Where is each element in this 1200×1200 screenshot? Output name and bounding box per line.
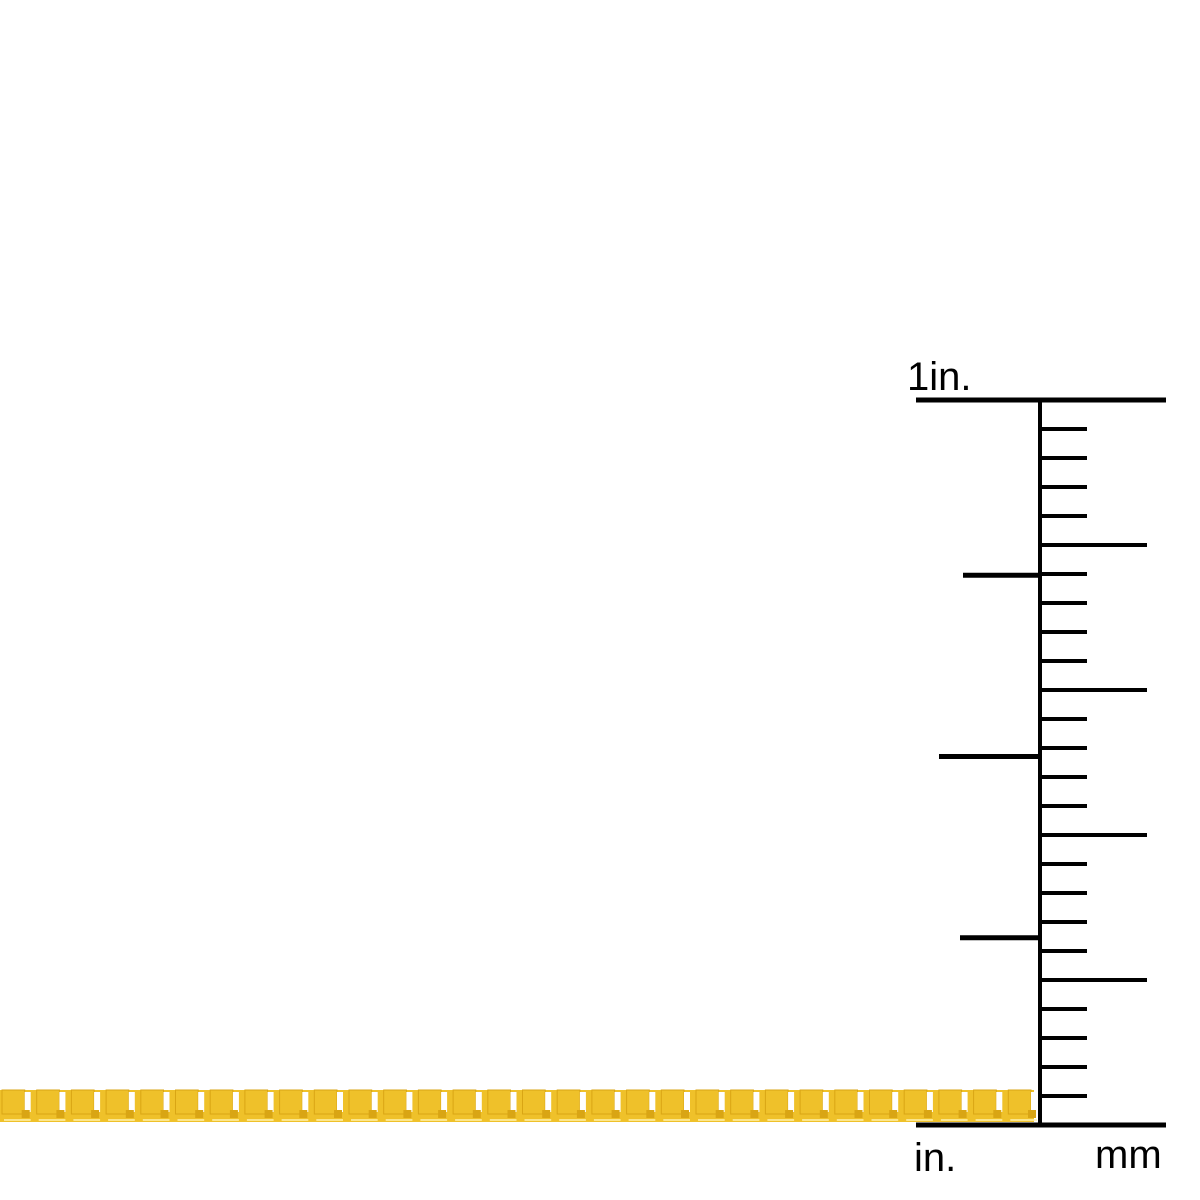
chain-link-gap [337, 1092, 343, 1112]
chain-link [730, 1089, 754, 1115]
chain-link-knuckle [715, 1110, 724, 1118]
chain-link-gap [475, 1092, 482, 1112]
chain-link-knuckle [56, 1110, 65, 1118]
chain-link-gap [510, 1092, 517, 1112]
chain-link [903, 1089, 928, 1115]
chain-link [938, 1089, 963, 1115]
ruler-top-label: 1in. [907, 355, 972, 399]
chain-link-gap [718, 1092, 725, 1112]
chain-link [105, 1089, 130, 1115]
chain-link [313, 1089, 338, 1115]
chain-link-knuckle [299, 1110, 308, 1118]
ruler-inch-label: in. [914, 1136, 957, 1180]
chain-link-knuckle [403, 1110, 412, 1118]
chain-link [417, 1089, 442, 1115]
chain-link [452, 1089, 477, 1115]
chain-link-gap [788, 1092, 795, 1112]
chain-link-knuckle [160, 1110, 169, 1118]
chain-link-gap [94, 1092, 101, 1112]
chain-link-gap [857, 1092, 864, 1112]
chain-link-gap [24, 1092, 31, 1112]
measurement-ruler [916, 397, 1166, 1128]
chain-link-knuckle [542, 1110, 551, 1118]
chain-link [556, 1089, 581, 1115]
chain-link-gap [684, 1092, 690, 1112]
chain-link [1007, 1089, 1032, 1115]
chain-link [1, 1089, 26, 1115]
chain-link-knuckle [472, 1110, 481, 1118]
chain-link [348, 1089, 373, 1115]
chain-link-knuckle [229, 1110, 238, 1118]
chain-link [695, 1089, 720, 1115]
chain-link [140, 1089, 165, 1115]
chain-link [834, 1089, 858, 1115]
chain-link-knuckle [576, 1110, 585, 1118]
chain-link-gap [614, 1092, 621, 1112]
chain-link-gap [406, 1092, 413, 1112]
chain-link-knuckle [21, 1110, 30, 1118]
chain-link-knuckle [611, 1110, 620, 1118]
chain-link-knuckle [923, 1110, 932, 1118]
chain-link-knuckle [125, 1110, 134, 1118]
chain-link [279, 1089, 303, 1115]
chain-link [591, 1089, 616, 1115]
chain-link-gap [822, 1092, 829, 1112]
chain-link-knuckle [681, 1110, 689, 1118]
chain-link-knuckle [1028, 1110, 1036, 1118]
chain-link-gap [996, 1092, 1003, 1112]
chain-link [175, 1089, 199, 1115]
chain-link-knuckle [507, 1110, 516, 1118]
chain-link-gap [232, 1092, 239, 1112]
chain-link [36, 1089, 60, 1115]
chain-link-knuckle [889, 1110, 898, 1118]
chain-link-knuckle [854, 1110, 863, 1118]
chain-link [626, 1089, 650, 1115]
chain-link-gap [302, 1092, 309, 1112]
chain-link-knuckle [819, 1110, 828, 1118]
ruler-mm-label: mm [1095, 1133, 1162, 1177]
chain-link-gap [961, 1092, 968, 1112]
chain-link-gap [649, 1092, 656, 1112]
chain-link-knuckle [334, 1110, 342, 1118]
chain-link-gap [267, 1092, 274, 1112]
chain-link-gap [579, 1092, 586, 1112]
chain-link [973, 1089, 997, 1115]
chain-link-gap [753, 1092, 760, 1112]
chain-link-knuckle [438, 1110, 447, 1118]
chain-link [799, 1089, 824, 1115]
chain-link-gap [545, 1092, 552, 1112]
chain-link-gap [198, 1092, 205, 1112]
chain-link [660, 1089, 685, 1115]
chain-link [869, 1089, 893, 1115]
chain-link [244, 1089, 269, 1115]
chain-link [487, 1089, 511, 1115]
chain-link-gap [371, 1092, 378, 1112]
chain-link-knuckle [264, 1110, 273, 1118]
chain-link-gap [163, 1092, 170, 1112]
chain-link-gap [926, 1092, 933, 1112]
chain-link-gap [1031, 1092, 1037, 1112]
chain-link [764, 1089, 789, 1115]
chain-link-knuckle [646, 1110, 655, 1118]
chain-link-knuckle [750, 1110, 759, 1118]
chain-link [522, 1089, 546, 1115]
chain-link-knuckle [368, 1110, 377, 1118]
chain-link-knuckle [785, 1110, 794, 1118]
chain-link-knuckle [993, 1110, 1002, 1118]
chain-link-knuckle [958, 1110, 967, 1118]
chain-link-gap [892, 1092, 899, 1112]
chain-link [209, 1089, 234, 1115]
chain-link-knuckle [195, 1110, 204, 1118]
chain-link-gap [59, 1092, 66, 1112]
chain-link-knuckle [91, 1110, 100, 1118]
chain-link-gap [441, 1092, 448, 1112]
chain-link [383, 1089, 407, 1115]
chain-link [70, 1089, 95, 1115]
chain-link-gap [128, 1092, 135, 1112]
gold-box-chain [0, 1089, 1037, 1122]
